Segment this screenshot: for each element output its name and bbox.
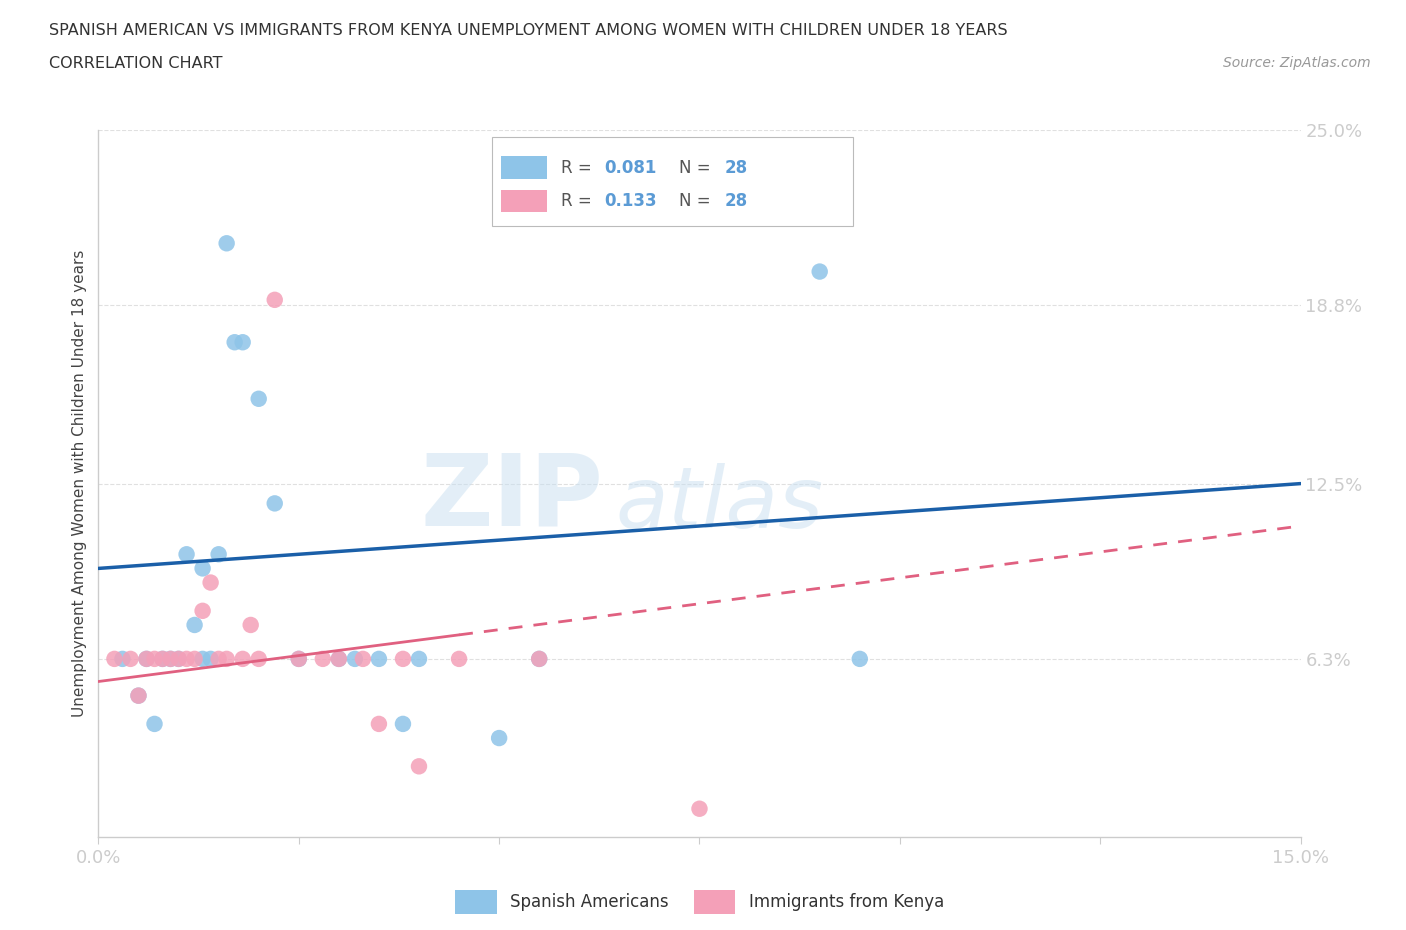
Point [232,335,254,350]
Point [176,547,198,562]
Point [215,236,238,251]
Y-axis label: Unemployment Among Women with Children Under 18 years: Unemployment Among Women with Children U… [72,250,87,717]
Point [263,292,285,307]
Point [191,561,214,576]
Point [392,716,415,731]
Point [328,651,350,666]
Point [247,651,270,666]
Point [128,688,150,703]
Point [263,496,285,511]
Point [408,651,430,666]
Point [688,802,710,817]
Point [191,604,214,618]
Point [159,651,181,666]
Point [200,575,222,590]
Text: N =: N = [679,192,716,210]
Point [208,547,231,562]
Point [200,651,222,666]
Text: R =: R = [561,192,598,210]
FancyBboxPatch shape [501,156,547,179]
Point [103,651,125,666]
Point [111,651,134,666]
Legend: Spanish Americans, Immigrants from Kenya: Spanish Americans, Immigrants from Kenya [449,884,950,921]
Point [208,651,231,666]
Point [239,618,262,632]
Point [159,651,181,666]
Point [191,651,214,666]
Point [288,651,311,666]
Point [368,651,391,666]
Point [529,651,551,666]
Point [224,335,246,350]
Point [368,716,391,731]
Point [143,716,166,731]
Point [183,651,205,666]
Point [128,688,150,703]
Point [152,651,174,666]
FancyBboxPatch shape [501,190,547,212]
Point [328,651,350,666]
Point [120,651,142,666]
Text: 0.133: 0.133 [605,192,657,210]
Text: CORRELATION CHART: CORRELATION CHART [49,56,222,71]
Point [408,759,430,774]
Text: 28: 28 [724,159,748,177]
Point [215,651,238,666]
Text: 0.081: 0.081 [605,159,657,177]
Text: R =: R = [561,159,598,177]
Point [288,651,311,666]
Point [135,651,157,666]
Point [135,651,157,666]
Text: atlas: atlas [616,463,824,546]
Point [247,392,270,406]
Point [143,651,166,666]
Point [176,651,198,666]
Point [849,651,872,666]
Point [529,651,551,666]
Point [352,651,374,666]
Point [808,264,831,279]
Text: N =: N = [679,159,716,177]
Text: ZIP: ZIP [420,449,603,546]
Text: Source: ZipAtlas.com: Source: ZipAtlas.com [1223,56,1371,70]
Point [167,651,190,666]
Point [152,651,174,666]
Text: 28: 28 [724,192,748,210]
Point [392,651,415,666]
Point [183,618,205,632]
Text: SPANISH AMERICAN VS IMMIGRANTS FROM KENYA UNEMPLOYMENT AMONG WOMEN WITH CHILDREN: SPANISH AMERICAN VS IMMIGRANTS FROM KENY… [49,23,1008,38]
Point [167,651,190,666]
Point [447,651,470,666]
Point [488,731,510,746]
FancyBboxPatch shape [492,138,853,226]
Point [312,651,335,666]
Point [232,651,254,666]
Point [343,651,366,666]
